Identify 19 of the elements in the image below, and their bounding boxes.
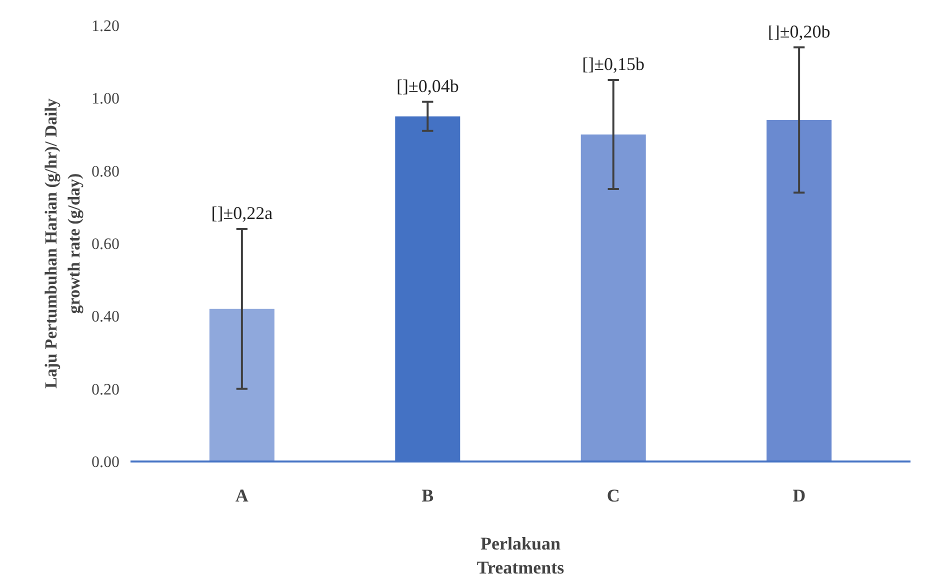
- x-tick-label: B: [422, 486, 434, 506]
- y-tick-label: 1.20: [92, 18, 120, 35]
- y-tick-label: 0.20: [92, 381, 120, 398]
- annotation: []±0,22a: [211, 202, 273, 223]
- bar: [766, 120, 832, 462]
- y-tick-label: 1.00: [92, 90, 120, 108]
- y-tick-label: 0.80: [92, 163, 120, 180]
- y-tick-label: 0.60: [92, 236, 120, 253]
- x-tick-label: D: [792, 486, 806, 506]
- annotation: []±0,04b: [396, 76, 459, 96]
- x-tick-label: C: [606, 486, 620, 506]
- x-tick-label: A: [235, 486, 248, 506]
- bar: [209, 308, 274, 462]
- y-axis-title: Laju Pertumbuhan Harian (g/hr)/ Daily growth rate (g/day): [42, 98, 84, 388]
- y-tick-label: 0.40: [92, 308, 120, 326]
- annotation: []±0,15b: [582, 54, 645, 74]
- y-tick-label: 0.00: [92, 454, 120, 471]
- x-axis-title: Perlakuan Treatments: [476, 534, 564, 578]
- bar: [580, 134, 646, 462]
